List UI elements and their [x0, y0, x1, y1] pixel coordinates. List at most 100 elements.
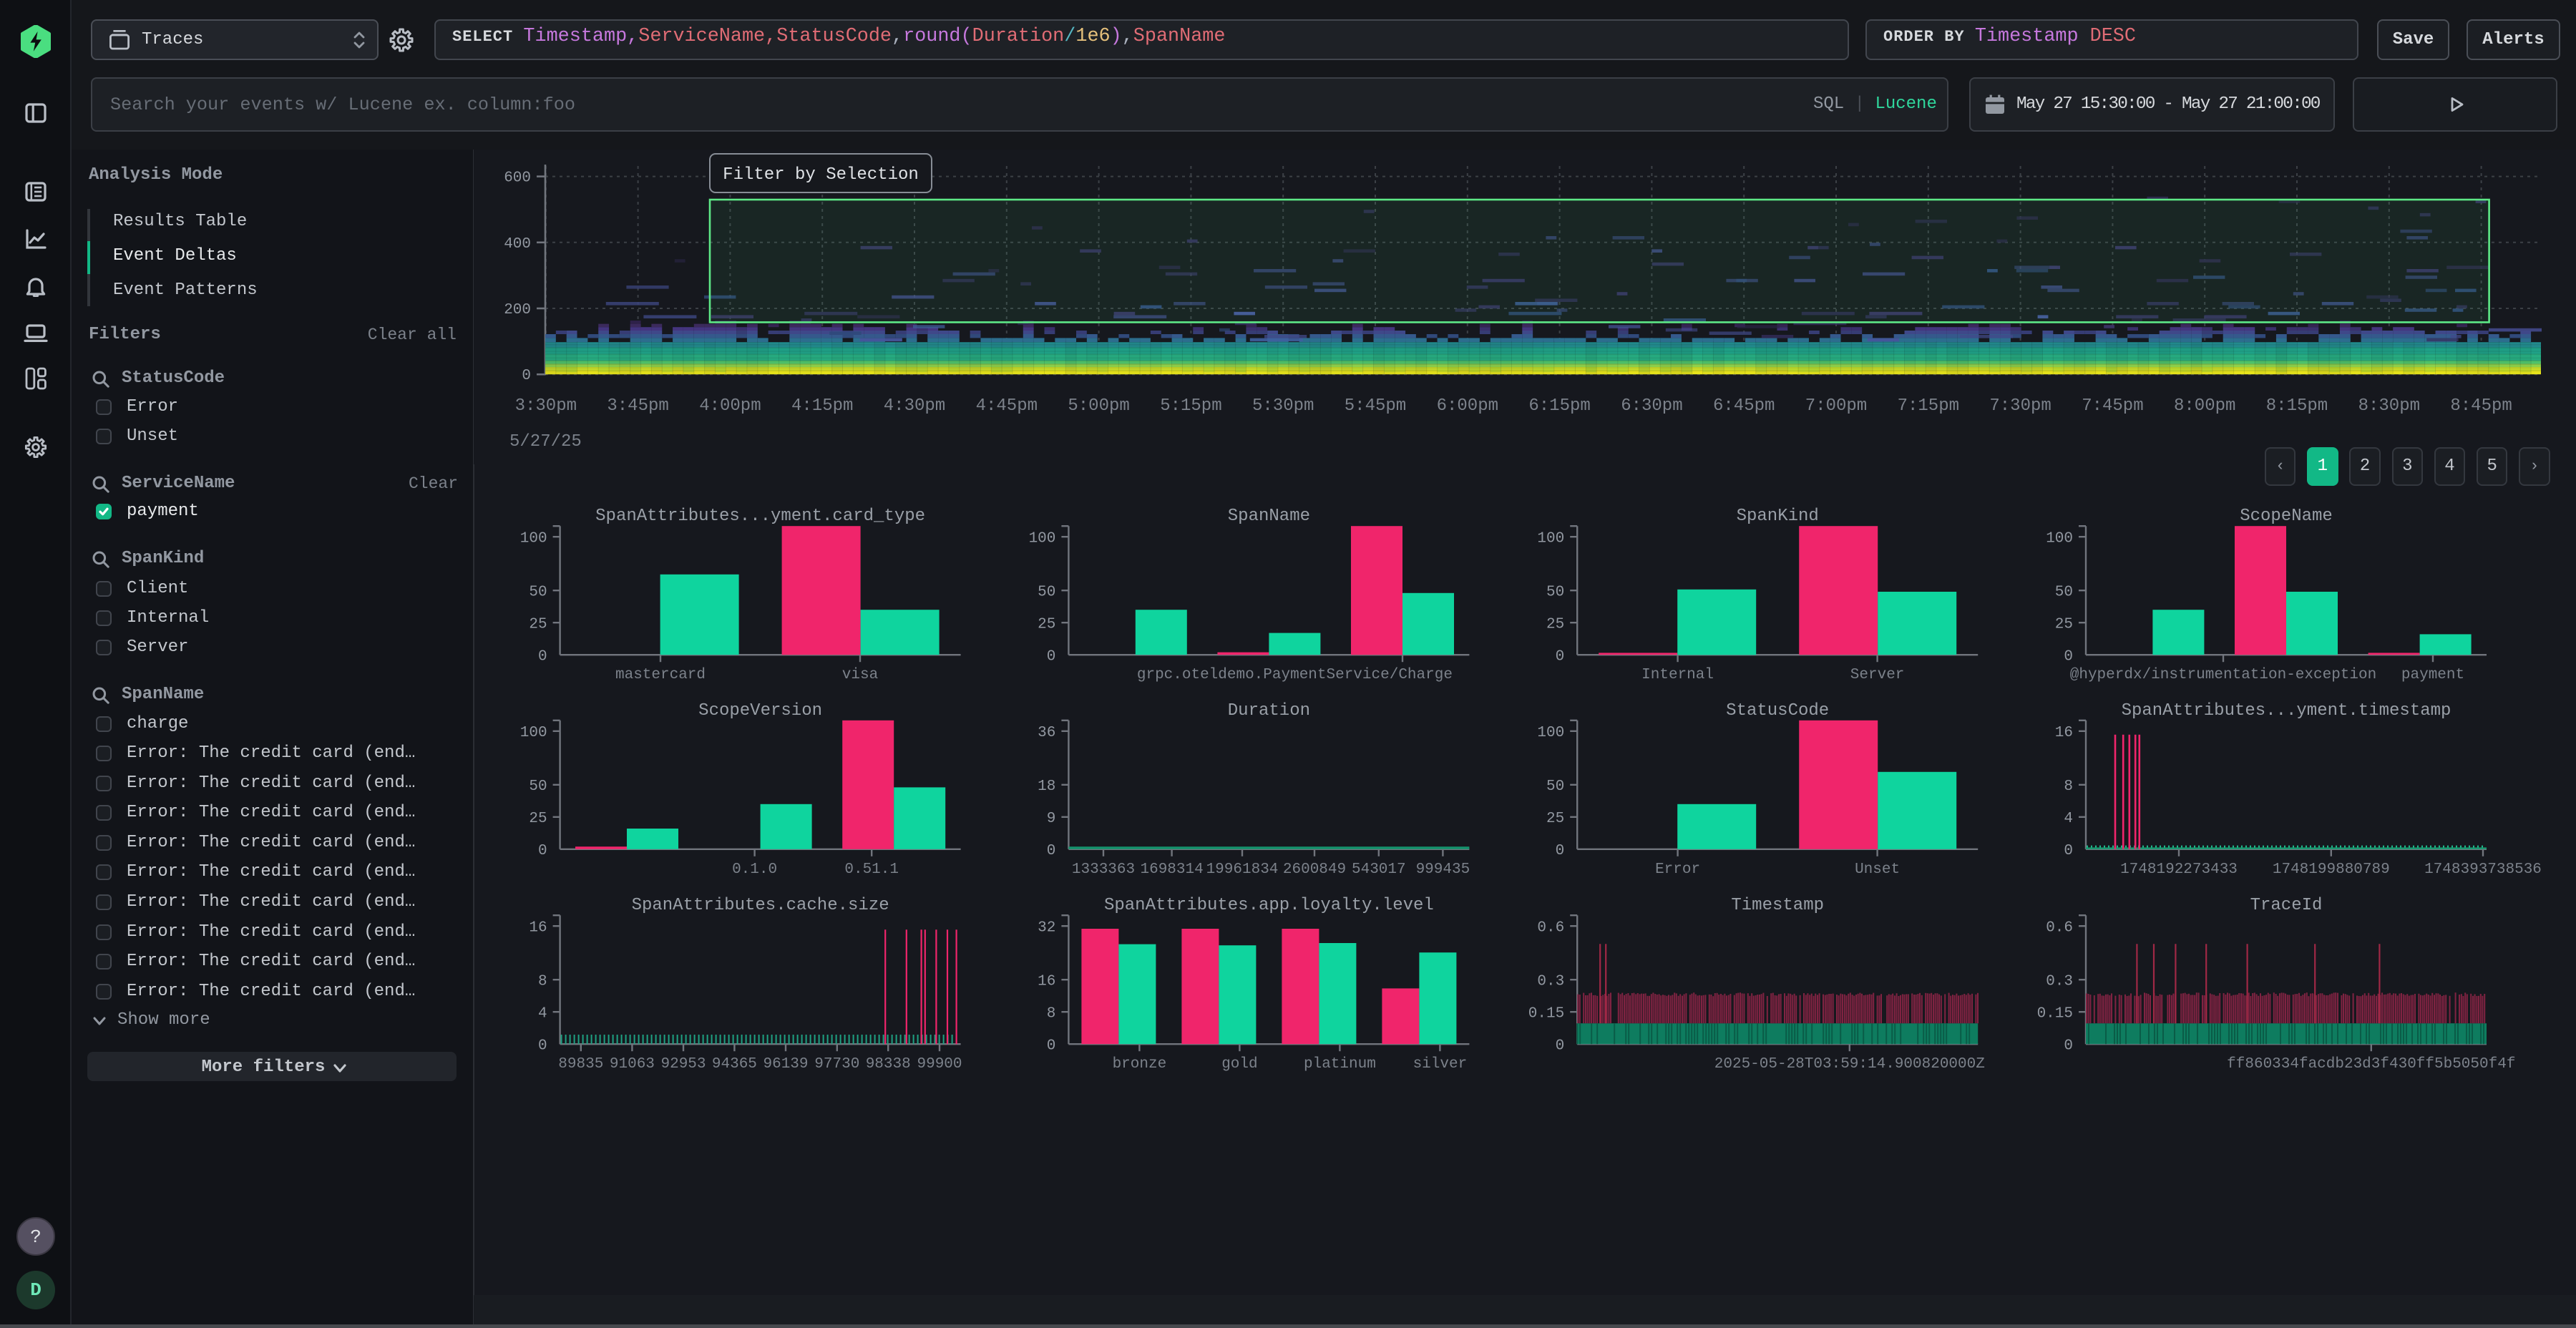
svg-text:8:30pm: 8:30pm	[2358, 396, 2420, 416]
svg-text:Timestamp: Timestamp	[1731, 896, 1824, 915]
svg-text:Internal: Internal	[1641, 667, 1714, 683]
svg-text:8:15pm: 8:15pm	[2266, 396, 2328, 416]
svg-text:SpanAttributes...yment.card_ty: SpanAttributes...yment.card_type	[595, 507, 925, 526]
svg-text:SpanAttributes.cache.size: SpanAttributes.cache.size	[632, 896, 889, 915]
svg-text:32: 32	[1038, 920, 1055, 937]
svg-text:@hyperdx/instrumentation-excep: @hyperdx/instrumentation-exception	[2070, 667, 2376, 683]
svg-text:7:15pm: 7:15pm	[1898, 396, 1959, 416]
svg-text:0: 0	[1556, 649, 1565, 665]
svg-text:1748192273433: 1748192273433	[2120, 861, 2238, 878]
svg-text:25: 25	[1038, 617, 1055, 633]
svg-text:4:45pm: 4:45pm	[976, 396, 1038, 416]
svg-text:5:45pm: 5:45pm	[1345, 396, 1406, 416]
svg-text:8: 8	[538, 974, 547, 990]
svg-text:100: 100	[520, 531, 547, 547]
svg-text:8: 8	[1047, 1006, 1056, 1022]
svg-text:50: 50	[529, 778, 547, 795]
svg-text:1748393738536: 1748393738536	[2424, 861, 2542, 878]
svg-text:6:30pm: 6:30pm	[1621, 396, 1682, 416]
svg-text:0: 0	[1556, 1038, 1565, 1055]
svg-text:0.3: 0.3	[1537, 974, 1564, 990]
svg-text:6:15pm: 6:15pm	[1528, 396, 1590, 416]
svg-text:50: 50	[2055, 585, 2073, 601]
svg-text:0.15: 0.15	[1528, 1006, 1564, 1022]
svg-text:5:15pm: 5:15pm	[1160, 396, 1221, 416]
svg-text:platinum: platinum	[1304, 1056, 1376, 1073]
svg-text:89835: 89835	[558, 1056, 603, 1073]
svg-text:4:00pm: 4:00pm	[699, 396, 761, 416]
svg-text:50: 50	[529, 585, 547, 601]
svg-text:1698314: 1698314	[1140, 861, 1203, 878]
svg-text:SpanAttributes...yment.timesta: SpanAttributes...yment.timestamp	[2122, 701, 2451, 721]
svg-text:9: 9	[1047, 811, 1056, 827]
svg-text:3:30pm: 3:30pm	[515, 396, 577, 416]
svg-text:silver: silver	[1413, 1056, 1468, 1073]
svg-text:100: 100	[1537, 531, 1564, 547]
svg-text:25: 25	[529, 617, 547, 633]
svg-text:5/27/25: 5/27/25	[509, 432, 582, 451]
svg-text:99900: 99900	[917, 1056, 962, 1073]
svg-text:Server: Server	[1850, 667, 1905, 683]
svg-text:600: 600	[504, 170, 531, 187]
svg-text:2600849: 2600849	[1283, 861, 1346, 878]
svg-text:0.1.0: 0.1.0	[732, 861, 777, 878]
svg-text:6:00pm: 6:00pm	[1437, 396, 1498, 416]
svg-text:0.6: 0.6	[1537, 920, 1564, 937]
svg-text:91063: 91063	[610, 1056, 655, 1073]
svg-text:25: 25	[1546, 811, 1564, 827]
svg-text:0: 0	[538, 1038, 547, 1055]
svg-text:SpanAttributes.app.loyalty.lev: SpanAttributes.app.loyalty.level	[1104, 896, 1434, 915]
svg-text:6:45pm: 6:45pm	[1713, 396, 1775, 416]
svg-text:50: 50	[1546, 778, 1564, 795]
svg-text:8:45pm: 8:45pm	[2450, 396, 2512, 416]
svg-text:16: 16	[1038, 974, 1055, 990]
svg-text:0.15: 0.15	[2037, 1006, 2073, 1022]
svg-text:Filter by Selection: Filter by Selection	[723, 165, 919, 185]
svg-text:3:45pm: 3:45pm	[607, 396, 668, 416]
svg-text:grpc.oteldemo.PaymentService/C: grpc.oteldemo.PaymentService/Charge	[1137, 667, 1453, 683]
svg-text:50: 50	[1038, 585, 1055, 601]
svg-text:19961834: 19961834	[1206, 861, 1279, 878]
svg-text:5:00pm: 5:00pm	[1068, 396, 1129, 416]
svg-text:0.3: 0.3	[2046, 974, 2073, 990]
svg-text:94365: 94365	[712, 1056, 757, 1073]
svg-text:200: 200	[504, 302, 531, 318]
svg-text:0: 0	[522, 368, 531, 384]
svg-text:7:30pm: 7:30pm	[1989, 396, 2051, 416]
svg-text:25: 25	[2055, 617, 2073, 633]
svg-text:100: 100	[520, 725, 547, 741]
svg-text:50: 50	[1546, 585, 1564, 601]
svg-text:4:30pm: 4:30pm	[884, 396, 945, 416]
svg-text:Unset: Unset	[1855, 861, 1900, 878]
svg-text:Duration: Duration	[1228, 701, 1310, 721]
svg-text:0: 0	[1047, 843, 1056, 859]
svg-text:0: 0	[2064, 843, 2073, 859]
svg-text:0: 0	[1556, 843, 1565, 859]
svg-text:7:00pm: 7:00pm	[1805, 396, 1867, 416]
svg-text:0.51.1: 0.51.1	[844, 861, 899, 878]
svg-text:8: 8	[2064, 778, 2073, 795]
svg-text:100: 100	[1029, 531, 1056, 547]
svg-text:1748199880789: 1748199880789	[2273, 861, 2390, 878]
svg-text:98338: 98338	[866, 1056, 911, 1073]
svg-text:8:00pm: 8:00pm	[2174, 396, 2235, 416]
svg-text:0: 0	[538, 843, 547, 859]
svg-text:SpanName: SpanName	[1228, 507, 1310, 526]
svg-text:0: 0	[1047, 649, 1056, 665]
svg-text:999435: 999435	[1416, 861, 1470, 878]
svg-text:payment: payment	[2401, 667, 2464, 683]
svg-text:5:30pm: 5:30pm	[1252, 396, 1314, 416]
svg-text:96139: 96139	[763, 1056, 808, 1073]
svg-text:visa: visa	[842, 667, 878, 683]
svg-text:4: 4	[538, 1006, 547, 1022]
svg-text:7:45pm: 7:45pm	[2082, 396, 2143, 416]
svg-text:92953: 92953	[660, 1056, 706, 1073]
svg-text:0.6: 0.6	[2046, 920, 2073, 937]
svg-text:2025-05-28T03:59:14.900820000Z: 2025-05-28T03:59:14.900820000Z	[1714, 1056, 1985, 1073]
svg-text:4:15pm: 4:15pm	[791, 396, 853, 416]
svg-text:0: 0	[2064, 649, 2073, 665]
svg-text:16: 16	[529, 920, 547, 937]
svg-text:StatusCode: StatusCode	[1726, 701, 1829, 721]
svg-text:ff860334facdb23d3f430ff5b5050f: ff860334facdb23d3f430ff5b5050f4f	[2227, 1056, 2515, 1073]
svg-text:ScopeVersion: ScopeVersion	[698, 701, 822, 721]
